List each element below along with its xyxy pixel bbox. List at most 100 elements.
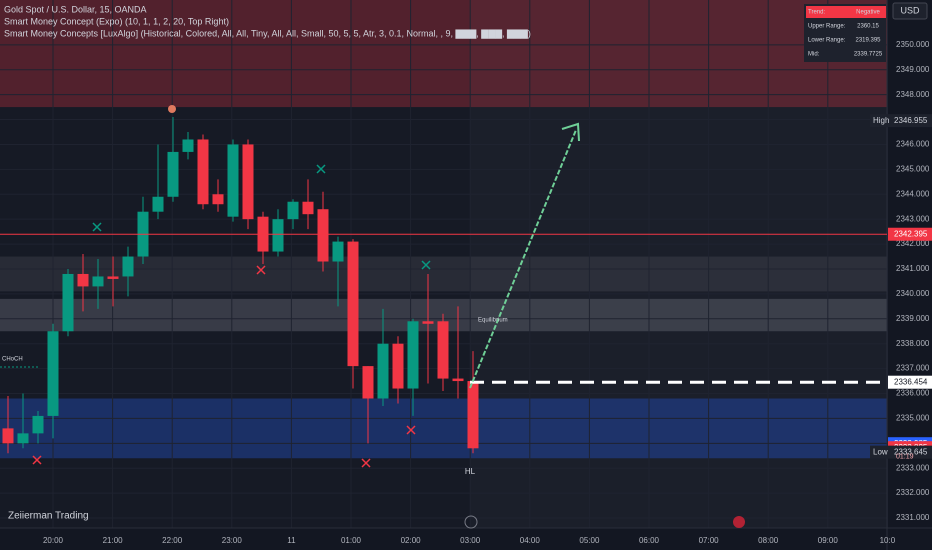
info-cell: Trend: bbox=[808, 10, 825, 16]
candle-body bbox=[437, 321, 449, 379]
candle-body bbox=[122, 256, 134, 277]
y-tick-label: 2333.000 bbox=[896, 463, 930, 472]
candle-body bbox=[242, 144, 254, 220]
price-tag-label: 2346.955 bbox=[894, 116, 928, 125]
y-tick-label: 2341.000 bbox=[896, 264, 930, 273]
y-tick-label: 2336.000 bbox=[896, 389, 930, 398]
watermark: Zeiierman Trading bbox=[8, 511, 89, 522]
arrow-head bbox=[561, 122, 580, 142]
candle-body bbox=[152, 196, 164, 212]
x-tick-label: 07:00 bbox=[699, 536, 720, 545]
chart-title: Gold Spot / U.S. Dollar, 15, OANDA bbox=[4, 4, 147, 14]
y-tick-label: 2331.000 bbox=[896, 513, 930, 522]
marker-icon bbox=[168, 105, 176, 113]
price-tag-name: High bbox=[873, 116, 889, 125]
y-tick-label: 2349.000 bbox=[896, 65, 930, 74]
price-tag-name-bg bbox=[870, 114, 888, 128]
zone bbox=[0, 0, 887, 108]
y-tick-label: 2335.000 bbox=[896, 414, 930, 423]
candle-body bbox=[32, 415, 44, 434]
price-tag bbox=[888, 445, 932, 459]
candle-body bbox=[2, 428, 14, 444]
x-tick-label: 08:00 bbox=[758, 536, 779, 545]
y-tick-label: 2346.000 bbox=[896, 140, 930, 149]
candle-body bbox=[287, 201, 299, 220]
info-cell: Lower Range: bbox=[808, 38, 846, 44]
y-tick-label: 2342.000 bbox=[896, 239, 930, 248]
zone bbox=[0, 256, 887, 292]
y-tick-label: 2343.000 bbox=[896, 214, 930, 223]
x-tick-label: 04:00 bbox=[520, 536, 541, 545]
candle-body bbox=[17, 433, 29, 444]
candle-body bbox=[407, 321, 419, 389]
candle-body bbox=[227, 144, 239, 217]
candle-body bbox=[302, 201, 314, 215]
candle-body bbox=[422, 321, 434, 324]
price-tag-name: Low bbox=[873, 447, 888, 456]
candle-body bbox=[332, 241, 344, 262]
candle-body bbox=[167, 151, 179, 197]
currency[interactable]: USD bbox=[900, 5, 920, 15]
price-tag-label: 2336.454 bbox=[894, 377, 928, 386]
y-tick-label: 2348.000 bbox=[896, 90, 930, 99]
trend-cell bbox=[806, 6, 886, 18]
candle-body bbox=[77, 273, 89, 287]
flag-icon bbox=[733, 516, 745, 528]
candle-body bbox=[47, 331, 59, 416]
x-tick-label: 01:00 bbox=[341, 536, 362, 545]
price-tag-label: 2333.645 bbox=[894, 447, 928, 456]
x-tick-label: 21:00 bbox=[103, 536, 124, 545]
info-cell: Upper Range: bbox=[808, 24, 846, 30]
swing-high-markers bbox=[92, 164, 431, 270]
currency-button[interactable] bbox=[892, 2, 928, 20]
y-tick-label: 2339.000 bbox=[896, 314, 930, 323]
y-tick-label: 2350.000 bbox=[896, 40, 930, 49]
candle-body bbox=[92, 276, 104, 287]
x-tick-label: 09:00 bbox=[818, 536, 839, 545]
candle-body bbox=[62, 273, 74, 332]
future-bg bbox=[470, 0, 887, 528]
swing-low-markers bbox=[32, 265, 416, 468]
choch-label: CHoCH bbox=[2, 357, 23, 363]
candle-body bbox=[107, 276, 119, 279]
y-tick-label: 2337.000 bbox=[896, 364, 930, 373]
y-tick-label: 2338.000 bbox=[896, 339, 930, 348]
x-tick-label: 11 bbox=[287, 536, 296, 545]
candle-body bbox=[377, 343, 389, 399]
candle-body bbox=[347, 241, 359, 367]
candle-body bbox=[182, 139, 194, 152]
countdown: 01:19 bbox=[896, 454, 914, 461]
candle-body bbox=[467, 381, 479, 449]
info-cell: Negative bbox=[856, 10, 880, 16]
info-cell: Mid: bbox=[808, 52, 820, 58]
y-tick-label: 2332.000 bbox=[896, 488, 930, 497]
x-tick-label: 03:00 bbox=[460, 536, 481, 545]
x-tick-label: 02:00 bbox=[401, 536, 422, 545]
equilibrium-label: Equilibrium bbox=[478, 318, 508, 324]
info-cell: 2339.7725 bbox=[854, 52, 883, 58]
price-tag-name-bg bbox=[870, 445, 888, 459]
candle-body bbox=[317, 209, 329, 262]
x-tick-label: 10:0 bbox=[880, 536, 896, 545]
price-tag bbox=[888, 227, 932, 241]
indicator: Smart Money Concepts [LuxAlgo] (Historic… bbox=[4, 28, 531, 39]
candle-body bbox=[392, 343, 404, 389]
hl-label: HL bbox=[465, 467, 476, 476]
projection-arrow bbox=[469, 129, 577, 389]
info-cell: 2360.15 bbox=[857, 24, 879, 30]
info-cell: 2319.395 bbox=[855, 38, 881, 44]
candle-body bbox=[272, 219, 284, 252]
y-tick-label: 2345.000 bbox=[896, 164, 930, 173]
x-tick-label: 20:00 bbox=[43, 536, 64, 545]
candle-body bbox=[197, 139, 209, 205]
x-tick-label: 23:00 bbox=[222, 536, 243, 545]
price-tag bbox=[888, 375, 932, 389]
event-icon bbox=[464, 515, 478, 529]
candle-body bbox=[452, 378, 464, 382]
y-tick-label: 2344.000 bbox=[896, 189, 930, 198]
candle-body bbox=[362, 366, 374, 399]
y-tick-label: 2340.000 bbox=[896, 289, 930, 298]
candle-body bbox=[212, 194, 224, 205]
price-tag bbox=[888, 114, 932, 128]
zone bbox=[0, 398, 887, 459]
